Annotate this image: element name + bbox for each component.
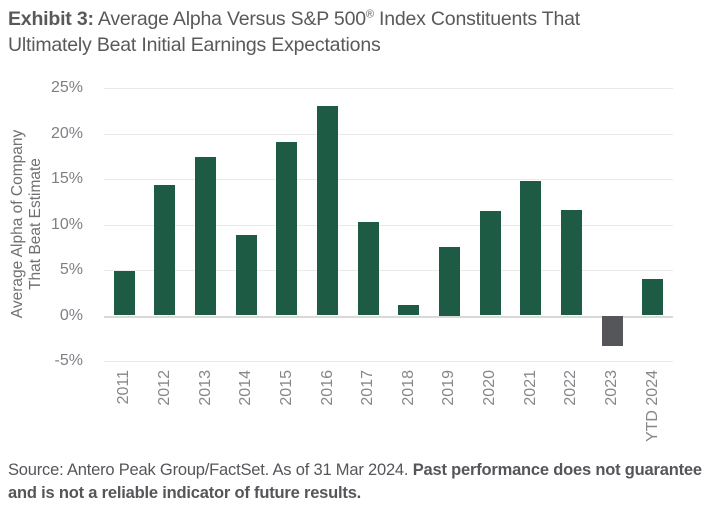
title-text: Average Alpha Versus S&P 500 bbox=[93, 8, 366, 30]
bar-chart: Average Alpha of Company That Beat Estim… bbox=[0, 79, 725, 460]
bar-2014 bbox=[235, 235, 257, 316]
bar-2023 bbox=[601, 315, 623, 347]
x-tick-label: 2017 bbox=[359, 370, 377, 406]
gridline bbox=[104, 133, 673, 135]
bar-2020 bbox=[479, 210, 501, 316]
bar-2013 bbox=[195, 157, 217, 316]
source-text: Source: Antero Peak Group/FactSet. As of… bbox=[8, 461, 413, 479]
y-tick-label: 15% bbox=[50, 170, 83, 187]
registered-trademark-symbol: ® bbox=[365, 8, 374, 21]
y-axis-title-line1: Average Alpha of Company bbox=[9, 129, 26, 319]
chart-title: Exhibit 3: Average Alpha Versus S&P 500®… bbox=[8, 6, 663, 58]
gridline bbox=[104, 224, 673, 226]
x-tick-label: 2015 bbox=[277, 370, 295, 406]
bar-2012 bbox=[154, 185, 176, 316]
title-prefix: Exhibit 3: bbox=[8, 8, 94, 30]
y-tick-label: -5% bbox=[54, 352, 83, 369]
gridline bbox=[104, 270, 673, 271]
x-tick-label: 2021 bbox=[521, 370, 539, 406]
zero-axis-line bbox=[104, 315, 673, 318]
x-tick-label: 2018 bbox=[399, 370, 417, 406]
bar-2018 bbox=[398, 304, 420, 316]
y-tick-label: 0% bbox=[59, 306, 83, 324]
plot-area: 2011 2012 2013 2014 2015 2016 2017 2018 2019 2020… bbox=[104, 88, 673, 442]
gridline bbox=[104, 361, 673, 362]
x-tick-label: 2020 bbox=[481, 370, 499, 406]
x-tick-label: 2014 bbox=[237, 370, 255, 406]
y-tick-label: 10% bbox=[50, 215, 83, 233]
x-tick-label: 2012 bbox=[155, 370, 173, 406]
x-tick-label: YTD 2024 bbox=[643, 370, 661, 443]
bar-2016 bbox=[317, 106, 339, 316]
source-note: Source: Antero Peak Group/FactSet. As of… bbox=[8, 459, 705, 505]
bar-2011 bbox=[113, 270, 135, 316]
bar-2015 bbox=[276, 141, 298, 316]
bar-YTD 2024 bbox=[642, 279, 664, 316]
gridline bbox=[104, 88, 673, 89]
bar-2017 bbox=[357, 221, 379, 316]
y-tick-label: 20% bbox=[50, 124, 83, 142]
gridline bbox=[104, 179, 673, 180]
x-tick-label: 2022 bbox=[562, 370, 580, 406]
bar-2022 bbox=[560, 209, 582, 316]
x-tick-label: 2016 bbox=[318, 370, 336, 406]
disclaimer-text: Past performance does not guarantee and … bbox=[8, 461, 702, 502]
x-tick-label: 2023 bbox=[603, 370, 621, 406]
x-tick-label: 2019 bbox=[440, 370, 458, 406]
bar-2021 bbox=[520, 180, 542, 316]
x-tick-label: 2013 bbox=[196, 370, 214, 406]
x-tick-label: 2011 bbox=[115, 370, 133, 405]
y-tick-label: 5% bbox=[59, 261, 83, 278]
bar-2019 bbox=[438, 247, 460, 316]
title-text-2: Index Constituents That Ultimately Beat … bbox=[8, 8, 580, 56]
y-tick-label: 25% bbox=[50, 79, 83, 96]
